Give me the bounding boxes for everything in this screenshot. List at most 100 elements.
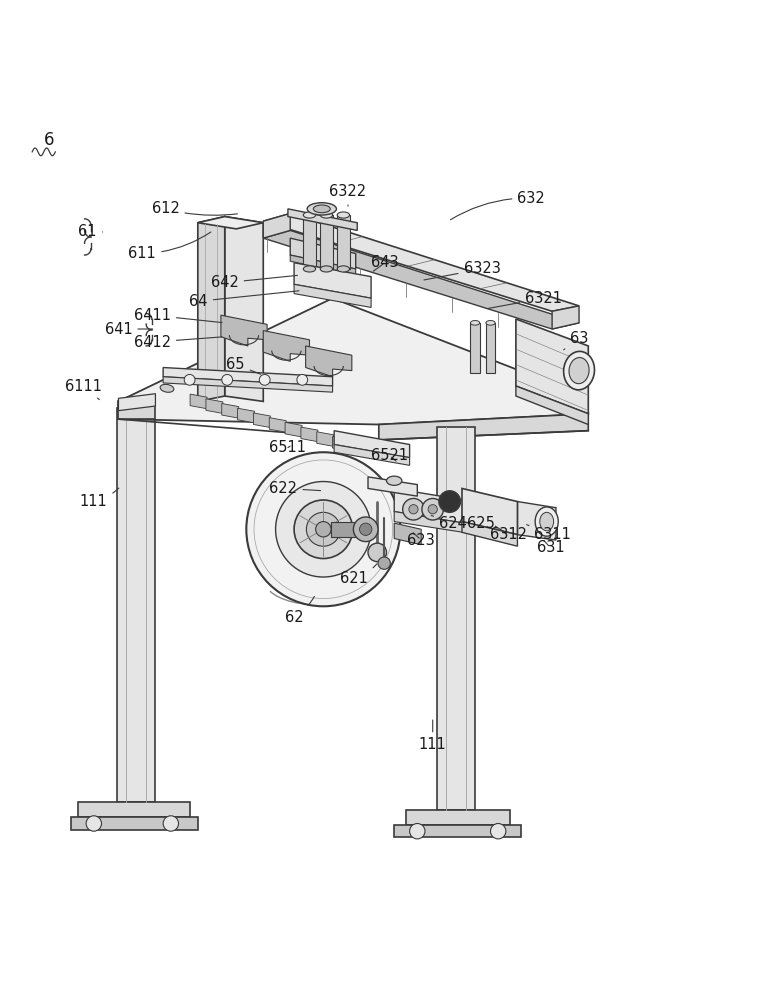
Polygon shape — [290, 238, 356, 269]
Circle shape — [86, 816, 101, 831]
Ellipse shape — [160, 384, 174, 392]
Polygon shape — [294, 263, 371, 298]
Text: 6322: 6322 — [329, 184, 366, 206]
Polygon shape — [198, 217, 225, 401]
Polygon shape — [303, 215, 315, 269]
Circle shape — [259, 374, 270, 385]
Polygon shape — [288, 209, 357, 230]
Circle shape — [422, 498, 444, 520]
Circle shape — [403, 498, 424, 520]
Polygon shape — [406, 810, 509, 825]
Text: 643: 643 — [371, 255, 399, 271]
Polygon shape — [269, 418, 286, 432]
Circle shape — [276, 482, 371, 577]
Ellipse shape — [307, 203, 336, 215]
Polygon shape — [118, 394, 155, 411]
Ellipse shape — [337, 212, 349, 218]
Polygon shape — [394, 488, 464, 523]
Text: 611: 611 — [128, 232, 211, 261]
Polygon shape — [437, 427, 475, 810]
Text: 62: 62 — [284, 596, 315, 625]
Ellipse shape — [337, 266, 349, 272]
Polygon shape — [225, 217, 264, 401]
Circle shape — [306, 512, 340, 546]
Circle shape — [353, 517, 378, 542]
Ellipse shape — [564, 351, 594, 390]
Polygon shape — [305, 346, 352, 377]
Circle shape — [294, 500, 352, 559]
Text: 623: 623 — [407, 533, 435, 548]
Polygon shape — [516, 386, 588, 425]
Polygon shape — [285, 422, 302, 437]
Text: 6321: 6321 — [488, 291, 562, 308]
Polygon shape — [486, 323, 495, 373]
Text: 6111: 6111 — [65, 379, 101, 400]
Polygon shape — [264, 331, 309, 361]
Ellipse shape — [471, 321, 480, 325]
Text: 61: 61 — [78, 224, 103, 239]
Circle shape — [410, 823, 425, 839]
Circle shape — [222, 374, 233, 385]
Polygon shape — [337, 215, 349, 269]
Polygon shape — [471, 323, 480, 373]
Circle shape — [247, 452, 400, 606]
Polygon shape — [334, 431, 410, 458]
Polygon shape — [552, 306, 579, 329]
Circle shape — [359, 523, 372, 535]
Polygon shape — [264, 213, 290, 238]
Circle shape — [428, 505, 438, 514]
Circle shape — [315, 522, 331, 537]
Text: 6312: 6312 — [491, 526, 527, 542]
Text: 65: 65 — [226, 357, 261, 374]
Ellipse shape — [386, 476, 402, 485]
Text: 6: 6 — [44, 131, 54, 149]
Polygon shape — [394, 825, 521, 837]
Text: 631: 631 — [536, 540, 564, 555]
Polygon shape — [462, 522, 517, 546]
Polygon shape — [317, 432, 334, 446]
Ellipse shape — [303, 212, 315, 218]
Polygon shape — [379, 414, 588, 440]
Polygon shape — [206, 399, 223, 413]
Polygon shape — [254, 413, 271, 428]
Ellipse shape — [320, 212, 332, 218]
Ellipse shape — [569, 358, 589, 384]
Ellipse shape — [320, 266, 332, 272]
Ellipse shape — [303, 266, 315, 272]
Polygon shape — [516, 319, 588, 414]
Polygon shape — [264, 230, 579, 329]
Text: 641: 641 — [104, 322, 152, 337]
Polygon shape — [222, 404, 239, 418]
Polygon shape — [294, 284, 371, 307]
Polygon shape — [334, 445, 410, 465]
Polygon shape — [290, 255, 356, 275]
Polygon shape — [332, 436, 349, 451]
Polygon shape — [70, 817, 198, 830]
Text: 622: 622 — [270, 481, 321, 496]
Text: 612: 612 — [152, 201, 237, 216]
Text: 621: 621 — [340, 564, 377, 586]
Text: 632: 632 — [451, 191, 545, 220]
Text: 111: 111 — [419, 720, 447, 752]
Polygon shape — [190, 394, 207, 409]
Text: 64: 64 — [189, 291, 299, 309]
Ellipse shape — [313, 205, 330, 213]
Polygon shape — [118, 298, 588, 425]
Circle shape — [439, 491, 461, 512]
Polygon shape — [320, 215, 332, 269]
Polygon shape — [118, 401, 155, 419]
Circle shape — [163, 816, 179, 831]
Polygon shape — [368, 477, 417, 496]
Polygon shape — [221, 315, 267, 346]
Polygon shape — [163, 368, 332, 386]
Text: 6412: 6412 — [134, 335, 222, 350]
Circle shape — [184, 374, 195, 385]
Circle shape — [368, 543, 386, 562]
Polygon shape — [301, 427, 318, 442]
Text: 625: 625 — [462, 515, 495, 531]
Ellipse shape — [486, 321, 495, 325]
Polygon shape — [394, 512, 464, 532]
Polygon shape — [331, 522, 366, 537]
Text: 6323: 6323 — [424, 261, 500, 280]
Text: 6311: 6311 — [526, 525, 571, 542]
